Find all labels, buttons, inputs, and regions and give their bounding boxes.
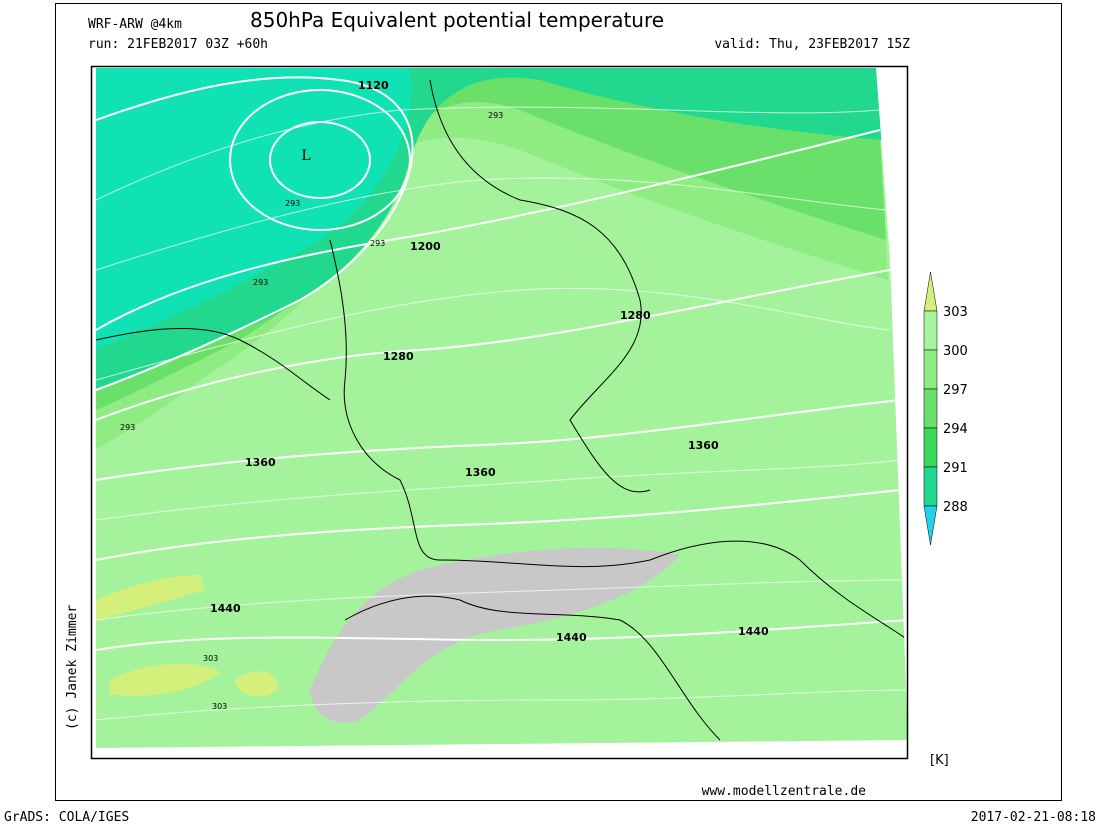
contour-label: 293: [488, 111, 503, 120]
colorbar-label: 300: [943, 344, 968, 359]
credit: (c) Janek Zimmer: [65, 605, 80, 730]
contour-label: 1440: [556, 631, 587, 644]
unit-label: [K]: [930, 753, 949, 768]
map: L 1120 1200 1280 1280 1360 1360 1360 144…: [90, 65, 909, 760]
field-303: [235, 671, 279, 697]
colorbar-segment: [923, 466, 938, 507]
geopotential-contours: [96, 76, 908, 651]
borders: [96, 79, 908, 741]
run-label: run: 21FEB2017 03Z +60h: [88, 37, 268, 52]
colorbar-label: 303: [943, 305, 968, 320]
contour-label: 303: [212, 702, 227, 711]
colorbar: 303 300 297 294 291 288: [923, 271, 968, 546]
contour-label: 1360: [465, 466, 496, 479]
contour-label: 1360: [245, 456, 276, 469]
timestamp: 2017-02-21-08:18: [971, 810, 1096, 825]
field-303: [110, 663, 220, 696]
theta-e-contours: [96, 106, 908, 721]
software: GrADS: COLA/IGES: [4, 810, 129, 825]
contour-label: 293: [120, 423, 135, 432]
model-label: WRF-ARW @4km: [88, 17, 182, 32]
low-label: L: [301, 148, 310, 164]
colorbar-segment: [923, 349, 938, 390]
field-288: [96, 68, 412, 350]
colorbar-label: 294: [943, 422, 968, 437]
valid-label: valid: Thu, 23FEB2017 15Z: [714, 37, 910, 52]
contour-label: 1280: [620, 309, 651, 322]
website: www.modellzentrale.de: [702, 784, 867, 799]
contour-label: 1440: [210, 602, 241, 615]
contour-label: 1360: [688, 439, 719, 452]
title: 850hPa Equivalent potential temperature: [250, 8, 664, 32]
contour-label: 1280: [383, 350, 414, 363]
colorbar-label: 297: [943, 383, 968, 398]
colorbar-label: 288: [943, 500, 968, 515]
contour-label: 1120: [358, 79, 389, 92]
map-border: [90, 65, 909, 760]
alps-below-ground: [310, 547, 680, 723]
contour-label: 303: [203, 654, 218, 663]
contour-label: 293: [285, 199, 300, 208]
contour-label: 1440: [738, 625, 769, 638]
colorbar-segment: [923, 310, 938, 351]
field-303: [96, 575, 205, 620]
colorbar-label: 291: [943, 461, 968, 476]
contour-label: 293: [253, 278, 268, 287]
colorbar-segment: [923, 427, 938, 468]
contour-label: 293: [370, 239, 385, 248]
colorbar-cap: [923, 505, 938, 546]
colorbar-segment: [923, 388, 938, 429]
contour-label: 1200: [410, 240, 441, 253]
